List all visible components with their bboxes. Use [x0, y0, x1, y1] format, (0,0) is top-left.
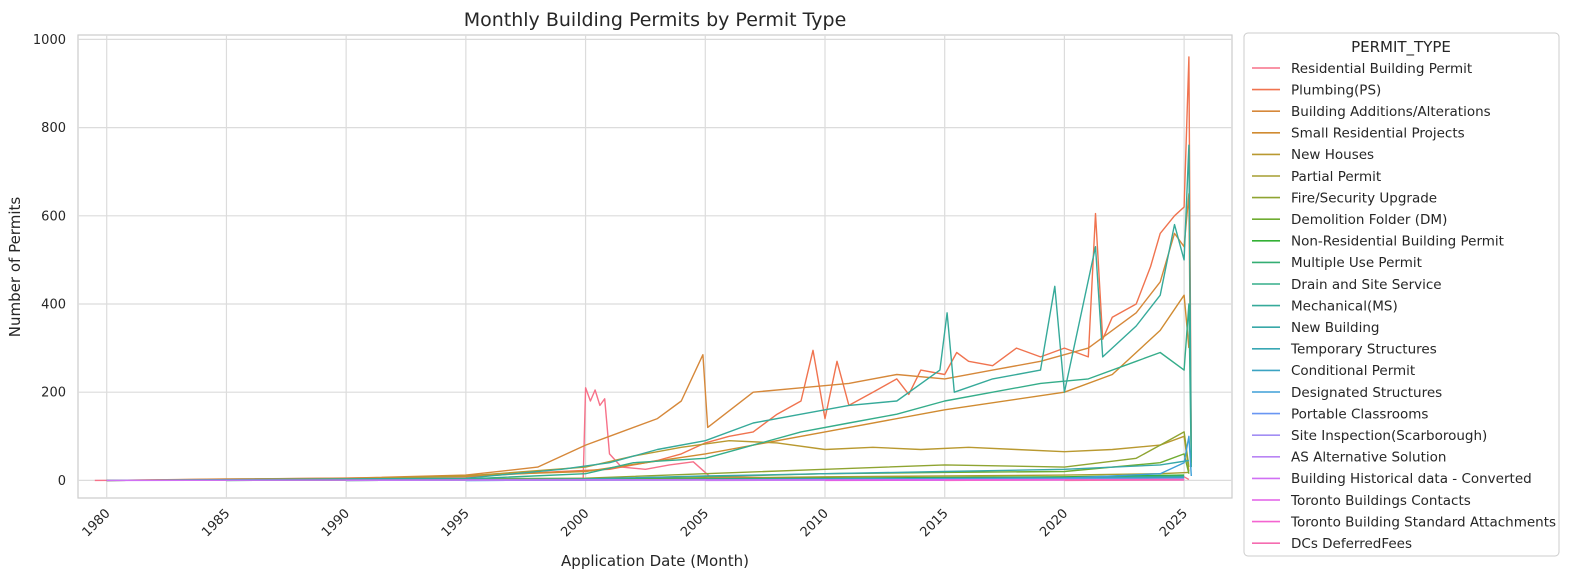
x-axis-ticks: 1980 1985 1990 1995 2000 2005 2010 2015 2020 2025 — [80, 506, 1191, 540]
x-tick-label: 1990 — [319, 506, 353, 540]
series-line-12 — [226, 459, 1190, 482]
legend-label: AS Alternative Solution — [1291, 450, 1446, 466]
legend-label: Toronto Building Standard Attachments — [1290, 514, 1556, 530]
legend-title: PERMIT_TYPE — [1351, 38, 1451, 57]
legend-label: Site Inspection(Scarborough) — [1291, 428, 1487, 444]
series-line-22 — [1064, 479, 1185, 482]
x-tick-label: 1995 — [439, 506, 473, 540]
plot-area — [77, 34, 1233, 499]
y-tick-label: 200 — [41, 386, 66, 401]
legend-label: New Building — [1291, 320, 1380, 336]
x-tick-label: 2025 — [1157, 506, 1191, 540]
legend-label: Small Residential Projects — [1291, 126, 1465, 142]
legend-label: Designated Structures — [1291, 385, 1442, 401]
x-tick-label: 1980 — [80, 506, 114, 540]
legend-items: Residential Building Permit Plumbing(PS) B… — [1252, 61, 1556, 552]
series-lines — [94, 56, 1192, 482]
series-line-6 — [106, 431, 1190, 482]
legend-label: Building Additions/Alterations — [1291, 104, 1491, 120]
y-tick-label: 400 — [41, 297, 66, 312]
x-tick-label: 2010 — [798, 506, 832, 540]
series-line-1 — [106, 56, 1192, 482]
legend-label: Residential Building Permit — [1291, 61, 1472, 77]
legend-label: Conditional Permit — [1291, 363, 1415, 379]
y-tick-label: 800 — [41, 121, 66, 136]
y-axis-label: Number of Permits — [6, 197, 24, 338]
legend-label: Partial Permit — [1291, 169, 1381, 185]
legend-label: Building Historical data - Converted — [1291, 471, 1532, 487]
legend-label: Non-Residential Building Permit — [1291, 234, 1504, 250]
chart-title: Monthly Building Permits by Permit Type — [464, 9, 847, 31]
x-tick-label: 2015 — [918, 506, 952, 540]
legend-label: Fire/Security Upgrade — [1291, 190, 1437, 206]
legend-label: Plumbing(PS) — [1291, 82, 1381, 98]
legend-box — [1243, 32, 1560, 557]
legend-label: Drain and Site Service — [1291, 277, 1442, 293]
y-tick-label: 0 — [58, 474, 66, 489]
x-tick-label: 1985 — [199, 506, 233, 540]
y-axis-ticks: 0 200 400 600 800 1000 — [33, 33, 66, 489]
legend-label: Demolition Folder (DM) — [1291, 212, 1447, 228]
series-line-3 — [346, 294, 1190, 481]
legend: PERMIT_TYPE Residential Building Permit P… — [1243, 32, 1560, 557]
legend-label: New Houses — [1291, 147, 1374, 163]
x-tick-label: 2020 — [1037, 506, 1071, 540]
y-tick-label: 600 — [41, 209, 66, 224]
legend-label: Multiple Use Permit — [1291, 255, 1422, 271]
legend-label: Temporary Structures — [1290, 342, 1437, 358]
legend-label: Mechanical(MS) — [1291, 298, 1398, 314]
series-line-11 — [106, 144, 1192, 482]
y-tick-label: 1000 — [33, 33, 66, 48]
legend-label: Portable Classrooms — [1291, 406, 1428, 422]
x-tick-label: 2000 — [558, 506, 592, 540]
series-line-2 — [106, 193, 1192, 482]
x-tick-label: 2005 — [678, 506, 712, 540]
legend-label: DCs DeferredFees — [1291, 536, 1412, 552]
series-line-10 — [106, 303, 1192, 482]
x-axis-label: Application Date (Month) — [561, 552, 749, 570]
legend-label: Toronto Buildings Contacts — [1290, 493, 1471, 509]
